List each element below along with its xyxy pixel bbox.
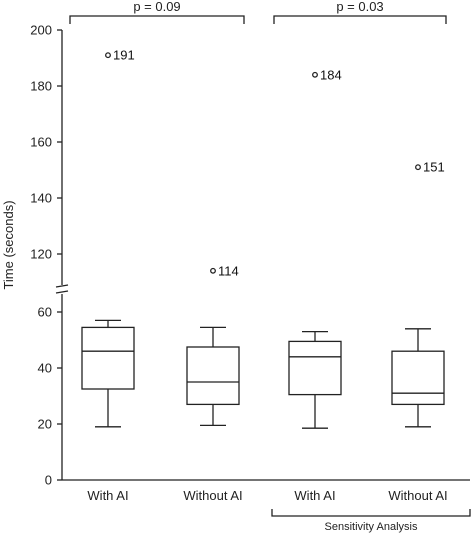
y-tick-label: 180 bbox=[30, 79, 52, 94]
y-tick-label: 120 bbox=[30, 247, 52, 262]
outlier-point bbox=[210, 267, 216, 274]
y-tick-label: 0 bbox=[45, 473, 52, 488]
axis-break-mark bbox=[55, 290, 69, 294]
group-bracket-line bbox=[271, 509, 471, 517]
box-iqr bbox=[288, 340, 342, 396]
box-series-2: 114 bbox=[186, 263, 240, 427]
outlier-point bbox=[415, 164, 421, 171]
significance-bracket bbox=[69, 15, 245, 24]
p-value-label: p = 0.09 bbox=[133, 0, 180, 14]
category-label: With AI bbox=[294, 488, 335, 503]
group-bracket: Sensitivity Analysis bbox=[271, 509, 471, 533]
box-series-3: 184 bbox=[288, 67, 342, 429]
y-tick-label: 60 bbox=[38, 305, 52, 320]
outlier-label: 151 bbox=[423, 160, 445, 175]
significance-brackets: p = 0.09 p = 0.03 bbox=[69, 0, 447, 24]
category-label: Without AI bbox=[388, 488, 447, 503]
box-iqr bbox=[81, 326, 135, 390]
axes bbox=[55, 30, 470, 481]
y-tick-label: 140 bbox=[30, 191, 52, 206]
y-tick-label: 160 bbox=[30, 135, 52, 150]
category-label: With AI bbox=[87, 488, 128, 503]
outlier-label: 184 bbox=[320, 67, 342, 82]
p-value-label: p = 0.03 bbox=[336, 0, 383, 14]
box-series-1: 191 bbox=[81, 48, 135, 428]
y-tick-label: 200 bbox=[30, 23, 52, 38]
significance-bracket bbox=[273, 15, 447, 24]
axis-break-mark bbox=[55, 284, 69, 288]
category-label: Without AI bbox=[183, 488, 242, 503]
outlier-point bbox=[312, 71, 318, 78]
category-labels: With AI Without AI With AI Without AI bbox=[87, 488, 447, 503]
group-label: Sensitivity Analysis bbox=[325, 521, 418, 533]
y-ticks: 0 20 40 60 120 140 160 180 200 bbox=[30, 23, 62, 488]
y-axis-title: Time (seconds) bbox=[1, 200, 16, 289]
outlier-label: 191 bbox=[113, 48, 135, 63]
outlier-point bbox=[105, 52, 111, 59]
boxes: 191 114 184 151 bbox=[81, 48, 445, 429]
outlier-label: 114 bbox=[218, 263, 239, 278]
box-iqr bbox=[391, 350, 445, 406]
box-iqr bbox=[186, 346, 240, 406]
y-tick-label: 20 bbox=[38, 417, 52, 432]
y-tick-label: 40 bbox=[38, 361, 52, 376]
box-series-4: 151 bbox=[391, 160, 445, 428]
